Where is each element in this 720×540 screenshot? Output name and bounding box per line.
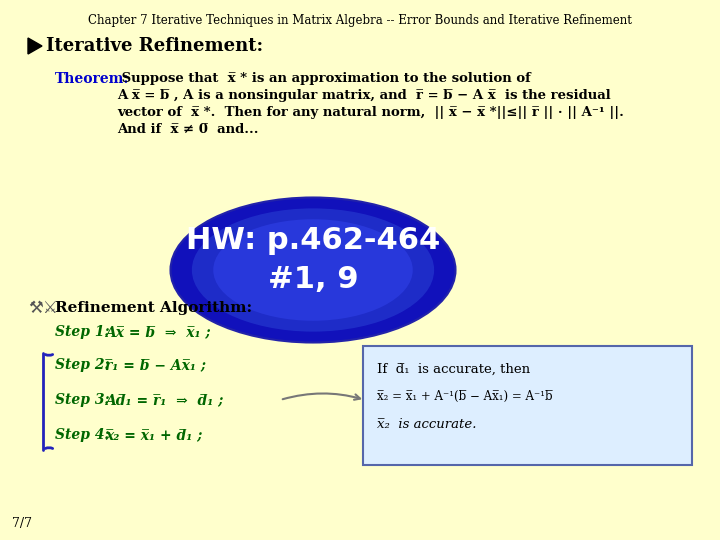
Text: Iterative Refinement:: Iterative Refinement: <box>46 37 263 55</box>
Text: HW: p.462-464
#1, 9: HW: p.462-464 #1, 9 <box>186 226 440 294</box>
Text: x̅₂ = x̅₁ + d̅₁ ;: x̅₂ = x̅₁ + d̅₁ ; <box>105 428 202 442</box>
Text: x̅₂  is accurate.: x̅₂ is accurate. <box>377 418 477 431</box>
Ellipse shape <box>171 198 456 342</box>
FancyBboxPatch shape <box>363 346 692 465</box>
Text: 7/7: 7/7 <box>12 517 32 530</box>
Text: x̅₂ = x̅₁ + A⁻¹(b̅ − Ax̅₁) = A⁻¹b̅: x̅₂ = x̅₁ + A⁻¹(b̅ − Ax̅₁) = A⁻¹b̅ <box>377 390 553 403</box>
Text: ⚒⚔: ⚒⚔ <box>28 299 58 317</box>
Text: Step 1:: Step 1: <box>55 325 109 339</box>
Text: Suppose that  x̅ * is an approximation to the solution of
A x̅ = b̅ , A is a non: Suppose that x̅ * is an approximation to… <box>117 72 624 136</box>
Text: If  d̅₁  is accurate, then: If d̅₁ is accurate, then <box>377 363 530 376</box>
Text: Refinement Algorithm:: Refinement Algorithm: <box>55 301 252 315</box>
Text: Step 3:: Step 3: <box>55 393 109 407</box>
Polygon shape <box>28 38 42 54</box>
Text: Ax̅ = b̅  ⇒  x̅₁ ;: Ax̅ = b̅ ⇒ x̅₁ ; <box>105 325 211 339</box>
Ellipse shape <box>192 208 434 332</box>
Text: Ad̅₁ = r̅₁  ⇒  d̅₁ ;: Ad̅₁ = r̅₁ ⇒ d̅₁ ; <box>105 393 223 407</box>
Text: Step 2:: Step 2: <box>55 358 109 372</box>
Text: Theorem:: Theorem: <box>55 72 130 86</box>
Ellipse shape <box>213 219 413 321</box>
Text: Chapter 7 Iterative Techniques in Matrix Algebra -- Error Bounds and Iterative R: Chapter 7 Iterative Techniques in Matrix… <box>88 14 632 27</box>
Text: Step 4:: Step 4: <box>55 428 109 442</box>
Text: r̅₁ = b̅ − Ax̅₁ ;: r̅₁ = b̅ − Ax̅₁ ; <box>105 358 206 372</box>
